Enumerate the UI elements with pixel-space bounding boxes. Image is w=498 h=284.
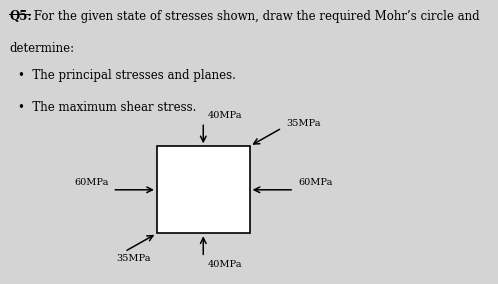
Text: 40MPa: 40MPa xyxy=(207,110,242,120)
Text: •  The principal stresses and planes.: • The principal stresses and planes. xyxy=(17,69,236,82)
Text: 40MPa: 40MPa xyxy=(207,260,242,269)
Bar xyxy=(157,146,249,233)
Text: determine:: determine: xyxy=(9,42,75,55)
Text: •  The maximum shear stress.: • The maximum shear stress. xyxy=(17,101,196,114)
Text: 60MPa: 60MPa xyxy=(298,178,333,187)
Text: Q5:: Q5: xyxy=(9,10,32,23)
Text: For the given state of stresses shown, draw the required Mohr’s circle and: For the given state of stresses shown, d… xyxy=(30,10,480,23)
Text: 60MPa: 60MPa xyxy=(74,178,109,187)
Text: 35MPa: 35MPa xyxy=(286,119,321,128)
Text: 35MPa: 35MPa xyxy=(116,254,151,264)
